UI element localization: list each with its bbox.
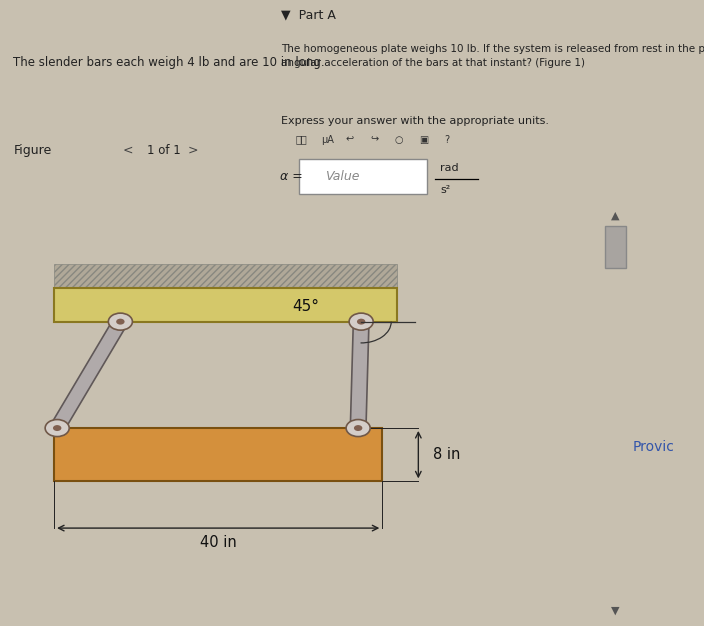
- Circle shape: [357, 319, 365, 325]
- Circle shape: [116, 319, 125, 325]
- Text: ?: ?: [444, 135, 449, 145]
- Text: ↪: ↪: [370, 135, 378, 145]
- Text: Express your answer with the appropriate units.: Express your answer with the appropriate…: [281, 116, 548, 126]
- Circle shape: [45, 419, 69, 436]
- Text: ○: ○: [395, 135, 403, 145]
- Text: α =: α =: [280, 170, 303, 183]
- Text: 40 in: 40 in: [200, 535, 237, 550]
- Circle shape: [53, 425, 61, 431]
- Text: Provic: Provic: [632, 440, 674, 454]
- Circle shape: [349, 313, 373, 330]
- Text: 45°: 45°: [292, 299, 319, 314]
- Bar: [54, 264, 397, 287]
- Circle shape: [108, 313, 132, 330]
- Text: Figure: Figure: [13, 144, 51, 156]
- Text: rad: rad: [441, 163, 459, 173]
- Text: ▲: ▲: [611, 211, 620, 221]
- Text: <: <: [123, 144, 134, 156]
- Text: ▼  Part A: ▼ Part A: [281, 8, 336, 21]
- Bar: [54, 428, 382, 481]
- Text: ▼: ▼: [611, 605, 620, 615]
- Bar: [605, 226, 626, 269]
- Text: The homogeneous plate weighs 10 lb. If the system is released from rest in the p: The homogeneous plate weighs 10 lb. If t…: [281, 44, 704, 68]
- Bar: [54, 287, 397, 322]
- Text: s²: s²: [441, 185, 451, 195]
- Circle shape: [354, 425, 363, 431]
- Text: 1 of 1: 1 of 1: [147, 144, 181, 156]
- Text: 8 in: 8 in: [434, 447, 460, 462]
- Polygon shape: [351, 322, 369, 428]
- Circle shape: [346, 419, 370, 436]
- Text: >: >: [187, 144, 198, 156]
- Text: Value: Value: [325, 170, 360, 183]
- Polygon shape: [50, 319, 127, 430]
- Text: ⬛⬜: ⬛⬜: [296, 135, 308, 145]
- Text: μA: μA: [320, 135, 334, 145]
- FancyBboxPatch shape: [298, 160, 427, 194]
- Text: ▣: ▣: [420, 135, 429, 145]
- Text: The slender bars each weigh 4 lb and are 10 in long.: The slender bars each weigh 4 lb and are…: [13, 56, 325, 69]
- Text: ↩: ↩: [346, 135, 353, 145]
